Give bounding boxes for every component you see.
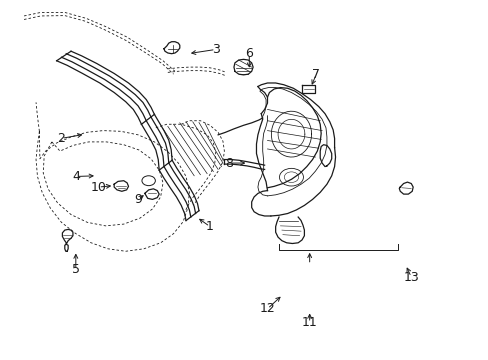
Text: 8: 8 (224, 157, 233, 170)
Text: 9: 9 (134, 193, 142, 206)
Text: 2: 2 (58, 132, 65, 145)
Text: 1: 1 (205, 220, 213, 233)
Text: 10: 10 (90, 181, 106, 194)
Text: 12: 12 (259, 302, 275, 315)
Text: 3: 3 (211, 43, 219, 56)
Text: 13: 13 (403, 270, 418, 284)
Text: 11: 11 (301, 316, 317, 329)
Text: 4: 4 (72, 170, 80, 183)
Text: 5: 5 (72, 264, 80, 276)
Text: 7: 7 (312, 68, 320, 81)
Text: 6: 6 (245, 47, 253, 60)
